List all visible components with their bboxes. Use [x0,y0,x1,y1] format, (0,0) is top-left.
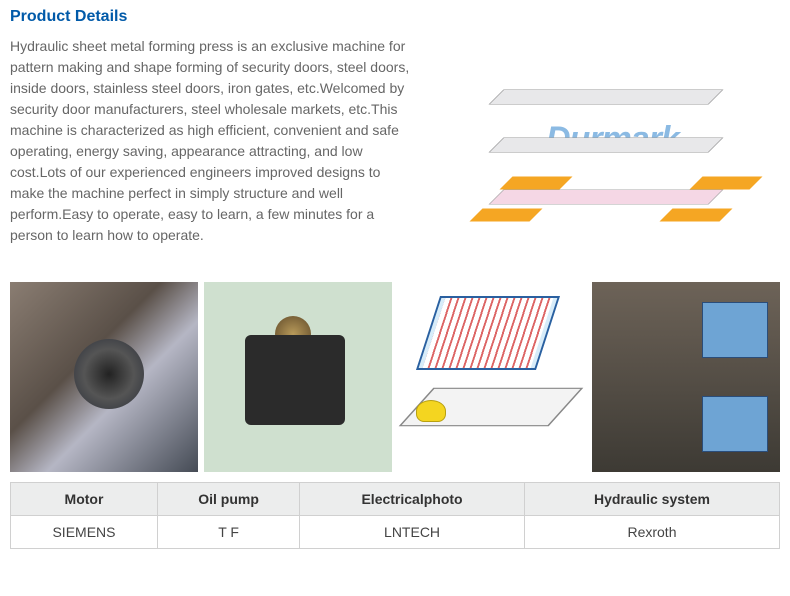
table-row: SIEMENS T F LNTECH Rexroth [11,516,780,549]
col-motor: Motor [11,483,158,516]
hero-diagram: Durmark [432,36,780,268]
hydraulic-image [592,282,780,472]
motor-image [10,282,198,472]
spec-table: Motor Oil pump Electricalphoto Hydraulic… [10,482,780,549]
col-electrical: Electricalphoto [300,483,525,516]
electrical-image [398,282,586,472]
cell-oilpump: T F [157,516,299,549]
mold-isometric-icon: Durmark [456,52,756,252]
product-description: Hydraulic sheet metal forming press is a… [10,36,418,268]
page-title: Product Details [10,8,780,26]
oil-pump-image [204,282,392,472]
cell-electrical: LNTECH [300,516,525,549]
cell-hydraulic: Rexroth [524,516,779,549]
col-hydraulic: Hydraulic system [524,483,779,516]
col-oilpump: Oil pump [157,483,299,516]
cell-motor: SIEMENS [11,516,158,549]
top-section: Hydraulic sheet metal forming press is a… [10,36,780,268]
thumbnail-row [10,282,780,472]
table-header-row: Motor Oil pump Electricalphoto Hydraulic… [11,483,780,516]
